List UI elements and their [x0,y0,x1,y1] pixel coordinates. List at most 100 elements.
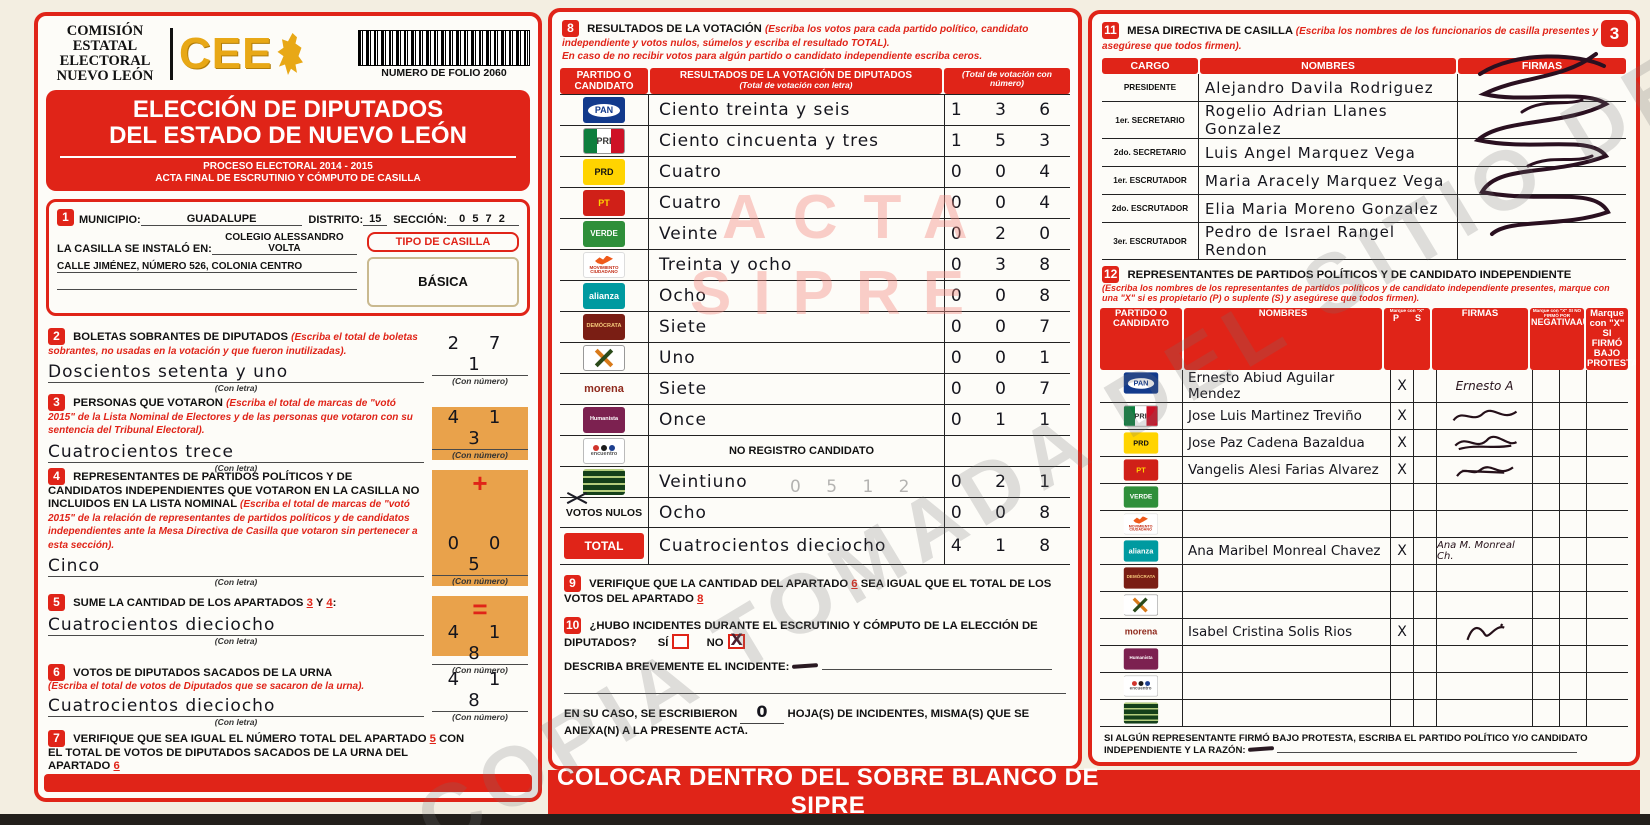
result-row-encuentro: encuentro NO REGISTRO CANDIDATO [560,436,1070,468]
left-column-panel: COMISIÓN ESTATAL ELECTORAL NUEVO LEÓN CE… [34,12,542,802]
rep-row-cruzada [1100,591,1628,619]
pri-logo-label: PRI [1134,411,1147,420]
funcionario-row: PRESIDENTE Alejandro Davila Rodriguez [1102,74,1626,103]
pt-logo: PT [1123,458,1159,481]
p-mark: X [1397,407,1407,424]
movimiento-ciudadano-logo: MOVIMIENTO CIUDADANO [1123,512,1159,535]
result-row-democrata: DEMÓCRATA Siete 0 0 7 [560,312,1070,344]
votes-numero: 0 0 4 [950,193,1065,214]
mesa-directiva-table: CARGO NOMBRES FIRMAS PRESIDENTE Alejandr… [1102,52,1626,261]
nombre-cell: Luis Angel Marquez Vega [1205,143,1416,162]
pd-logo-label: DEMÓCRATA [586,323,622,330]
urna-letra-value: Cuatrocientos dieciocho [48,696,276,717]
tipo-casilla-value: BÁSICA [367,256,519,307]
ref-apartado-6: 6 [851,578,858,591]
verde-logo: VERDE [583,221,625,248]
con-numero-caption: (Con número) [452,664,508,675]
eagle-icon [595,255,613,265]
distrito-value: 15 [363,213,388,226]
signatures-scribble [1473,52,1611,237]
col-partido-header: PARTIDO O CANDIDATO [560,68,648,95]
votes-numero: 0 2 0 [950,224,1065,245]
rep-row-pri: PRI Jose Luis Martinez Treviño X [1100,402,1628,430]
section-representantes-header: 12 REPRESENTANTES DE PARTIDOS POLÍTICOS … [1092,260,1636,306]
nombre-cell: Maria Aracely Marquez Vega [1205,171,1445,190]
cruzada-ciudadana-logo [583,345,625,372]
col-numero-header: (Total de votación con número) [944,68,1070,95]
result-row-mc: MOVIMIENTO CIUDADANO Treinta y ocho 0 3 … [560,250,1070,282]
candidato-independiente-logo [583,469,625,496]
democrata-logo: DEMÓCRATA [583,314,625,341]
rep-row-independiente [1100,699,1628,727]
rep-nombre: Ana Maribel Monreal Chavez [1188,542,1381,559]
si-checkbox [672,633,690,649]
section-representantes-votaron: 4 REPRESENTANTES DE PARTIDOS POLÍTICOS Y… [48,467,528,587]
protesta-header: Marque con "X" SI FIRMÓ BAJO PROTESTA [1586,307,1639,370]
seccion-label: SECCIÓN: [393,213,447,226]
morena-logo-label: morena [1124,626,1158,637]
votes-numero: 0 1 1 [950,410,1065,431]
result-row-pan: PAN Ciento treinta y seis 1 3 6 [560,95,1070,127]
ink-cross [566,489,588,507]
no-registro-text: NO REGISTRO CANDIDATO [728,445,875,458]
rep-row-pt: PT Vangelis Alesi Farias Alvarez X [1100,456,1628,484]
section-3-badge: 3 [48,393,65,411]
votes-numero: 0 0 8 [950,286,1065,307]
p-mark: X [1397,461,1407,478]
result-row-humanista: Humanista Once 0 1 1 [560,405,1070,437]
section-5-title: SUME LA CANTIDAD DE LOS APARTADOS [73,596,304,609]
total-label: TOTAL [564,533,644,560]
cargo-cell: 2do. SECRETARIO [1113,148,1187,158]
funcionario-row: 3er. ESCRUTADOR Pedro de Israel Rangel R… [1102,223,1626,261]
section-8-title: RESULTADOS DE LA VOTACIÓN [587,23,762,35]
equals-symbol: = [472,593,488,624]
funcionario-row: 2do. ESCRUTADOR Elia Maria Moreno Gonzal… [1102,195,1626,224]
humanista-logo: Humanista [1123,647,1159,670]
section-2-badge: 2 [48,327,65,345]
section-12-note: (Escriba los nombres de los representant… [1102,283,1610,304]
pri-logo: PRI [1123,404,1159,427]
ink-dash [1248,746,1275,752]
nombre-cell: Alejandro Davila Rodriguez [1205,78,1434,97]
signature-scribble [1453,435,1517,450]
title-line-2: DEL ESTADO DE NUEVO LEÓN [109,122,467,150]
section-12-title: REPRESENTANTES DE PARTIDOS POLÍTICOS Y D… [1127,269,1572,282]
section-escritos-protesta: 13 ESCRITOS DE PROTESTA (Escriba el núme… [1102,764,1626,766]
result-row-prd: PRD Cuatro 0 0 4 [560,157,1070,189]
con-numero-caption: (Con número) [452,575,508,586]
morena-logo-label: morena [584,382,624,395]
rep-row-mc: MOVIMIENTO CIUDADANO [1100,510,1628,538]
section-11-badge: 11 [1102,22,1119,39]
verde-logo: VERDE [1123,485,1159,508]
votes-letra: Ocho [659,286,707,307]
result-row-independiente: Veintiuno 0 5 1 2 0 2 1 [560,467,1070,499]
cargo-cell: 2do. ESCRUTADOR [1111,204,1189,214]
section-incidentes: 10 ¿HUBO INCIDENTES DURANTE EL ESCRUTINI… [564,616,1066,739]
org-line: ELECTORAL [59,53,151,69]
con-numero-caption: (Con número) [452,375,508,386]
ref-apartado-4: 4 [326,596,333,609]
rep-row-encuentro: encuentro [1100,672,1628,700]
bajo-protesta-note: SI ALGÚN REPRESENTANTE FIRMÓ BAJO PROTES… [1104,733,1624,758]
encaso-text-1: EN SU CASO, SE ESCRIBIERON [564,708,738,721]
representantes-numero-value: 0 0 5 [447,532,513,575]
rep-row-verde: VERDE [1100,483,1628,511]
cargo-cell: 3er. ESCRUTADOR [1113,236,1187,246]
section-1-badge: 1 [57,208,74,226]
votes-letra: Siete [659,317,708,338]
folio-number: NUMERO DE FOLIO 2060 [381,66,507,79]
rep-row-democrata: DEMÓCRATA [1100,564,1628,592]
pan-logo: PAN [1123,371,1159,394]
nombre-cell: Elia Maria Moreno Gonzalez [1205,199,1439,218]
signature-scribble [1452,409,1517,421]
section-casilla-info: 1 MUNICIPIO: GUADALUPE DISTRITO: 15 SECC… [46,198,530,316]
votes-numero: 1 5 3 [950,131,1065,152]
marque-ps-header: Marque con "X" P S [1384,307,1430,370]
votes-letra: Veinte [659,224,719,245]
suma-numero-value: 4 1 8 [447,621,513,664]
rep-row-humanista: Humanista [1100,645,1628,673]
section-4-title: REPRESENTANTES DE PARTIDOS POLÍTICOS Y D… [48,470,420,511]
humanista-logo-label: Humanista [589,416,619,423]
cargo-cell: 1er. SECRETARIO [1115,115,1185,125]
section-8-note-2: En caso de no recibir votos para algún p… [562,50,983,62]
